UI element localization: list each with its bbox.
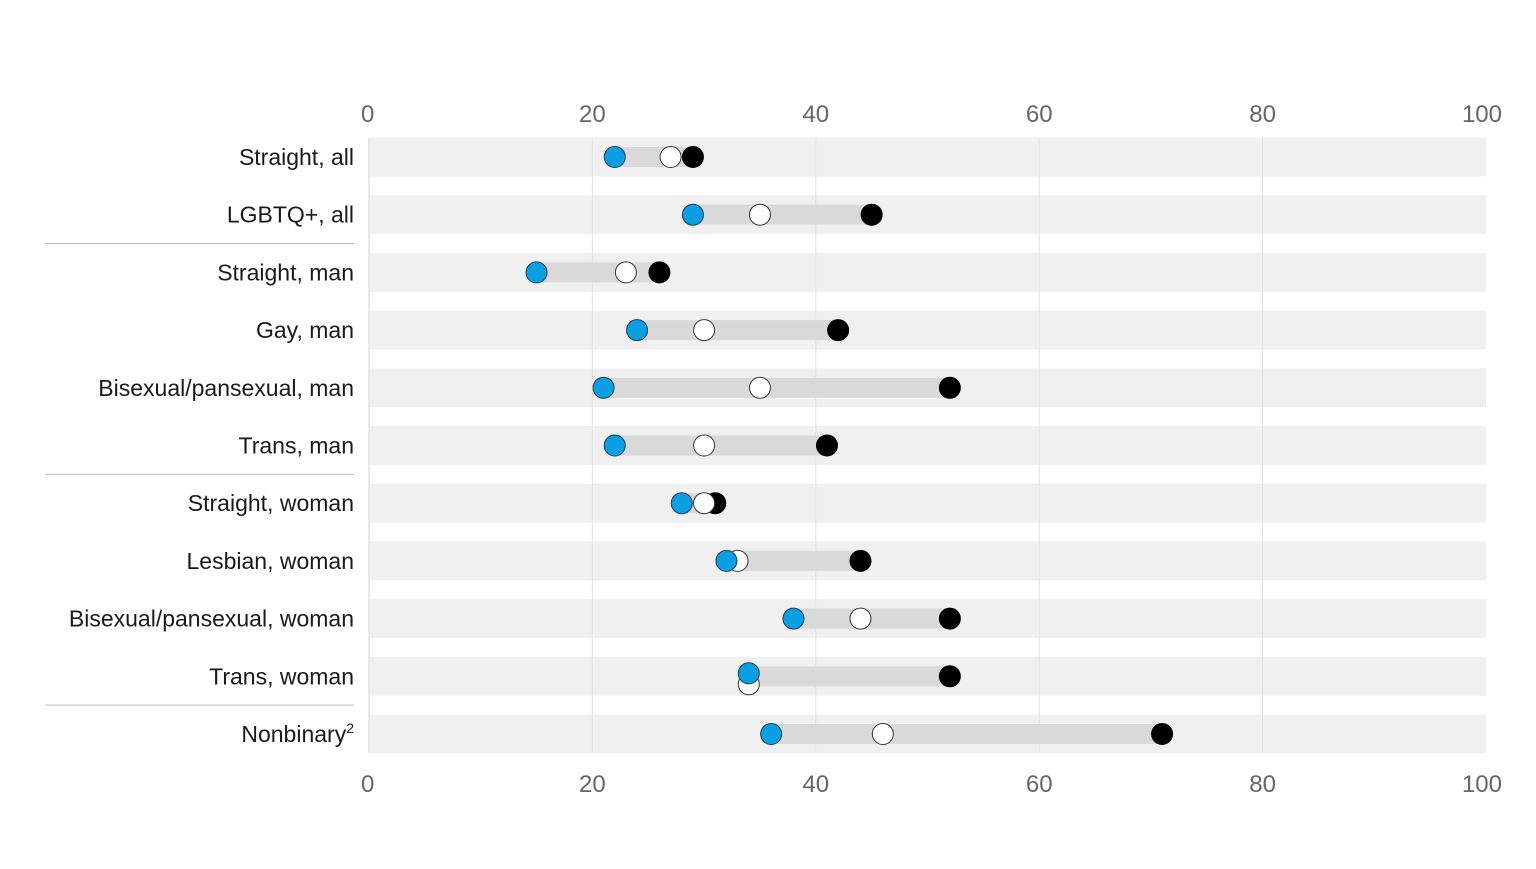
row-label: Nonbinary2 (241, 720, 354, 747)
black-marker (648, 261, 671, 284)
white-marker (748, 376, 771, 399)
range-bar (748, 666, 950, 687)
row-label-text: LGBTQ+, all (227, 202, 354, 228)
blue-marker (782, 607, 805, 630)
row-band (369, 195, 1486, 235)
top-tick-label: 100 (1462, 101, 1502, 128)
black-marker (938, 376, 961, 399)
white-marker (871, 723, 894, 745)
row-label-text: Bisexual/pansexual, woman (69, 606, 354, 632)
row-band (369, 310, 1486, 350)
bottom-tick-label: 20 (579, 771, 606, 798)
blue-marker (603, 146, 626, 168)
row-label-text: Straight, woman (188, 490, 354, 516)
blue-marker (681, 203, 704, 226)
white-marker (693, 492, 716, 515)
row-label-text: Gay, man (256, 317, 354, 343)
white-marker (748, 203, 771, 226)
range-bar (726, 550, 861, 571)
blue-marker (760, 723, 783, 745)
range-bar (536, 262, 660, 283)
range-bar (637, 320, 839, 341)
row-label: Straight, man (217, 259, 354, 285)
row-label-text: Nonbinary (241, 721, 346, 747)
top-tick-label: 60 (1026, 101, 1053, 128)
row-label: Trans, man (239, 433, 354, 459)
top-tick-label: 0 (361, 101, 374, 128)
bottom-tick-label: 100 (1462, 771, 1502, 798)
bottom-tick-label: 40 (802, 771, 829, 798)
bottom-tick-label: 80 (1249, 771, 1276, 798)
blue-marker (592, 376, 615, 399)
row-label-text: Straight, all (239, 144, 354, 170)
row-label: LGBTQ+, all (227, 202, 354, 228)
row-label-text: Straight, man (217, 259, 354, 285)
row-label: Straight, all (239, 144, 354, 170)
top-tick-label: 20 (579, 101, 606, 128)
row-label-footnote: 2 (346, 720, 354, 736)
white-marker (849, 607, 872, 630)
blue-marker (715, 549, 738, 572)
range-bar (771, 724, 1163, 744)
black-marker (681, 146, 704, 168)
bottom-tick-label: 60 (1026, 771, 1053, 798)
row-label-text: Trans, woman (209, 663, 354, 689)
row-label-text: Lesbian, woman (187, 548, 355, 574)
range-bar (603, 377, 950, 398)
row-label: Bisexual/pansexual, man (98, 375, 354, 401)
black-marker (860, 203, 883, 226)
range-bar (614, 435, 827, 456)
white-marker (659, 146, 682, 168)
black-marker (827, 319, 850, 342)
white-marker (614, 261, 637, 284)
black-marker (938, 607, 961, 630)
range-bar (692, 204, 872, 225)
row-label: Trans, woman (209, 663, 354, 689)
range-bar (793, 608, 950, 629)
row-band (369, 483, 1486, 523)
row-label: Lesbian, woman (187, 548, 355, 574)
row-label: Straight, woman (188, 490, 354, 516)
blue-marker (603, 434, 626, 457)
blue-marker (626, 319, 649, 342)
white-marker (693, 319, 716, 342)
black-marker (815, 434, 838, 457)
row-band (369, 541, 1486, 581)
blue-marker (670, 492, 693, 515)
white-marker (693, 434, 716, 457)
black-marker (1151, 723, 1174, 745)
blue-marker (737, 662, 760, 685)
row-label: Gay, man (256, 317, 354, 343)
top-tick-label: 40 (802, 101, 829, 128)
row-label: Bisexual/pansexual, woman (69, 606, 354, 632)
black-marker (849, 549, 872, 572)
black-marker (938, 665, 961, 688)
row-label-text: Bisexual/pansexual, man (98, 375, 354, 401)
blue-marker (525, 261, 548, 284)
row-band (369, 137, 1486, 177)
row-label-text: Trans, man (239, 433, 354, 459)
row-band (369, 426, 1486, 465)
bottom-tick-label: 0 (361, 771, 374, 798)
top-tick-label: 80 (1249, 101, 1276, 128)
